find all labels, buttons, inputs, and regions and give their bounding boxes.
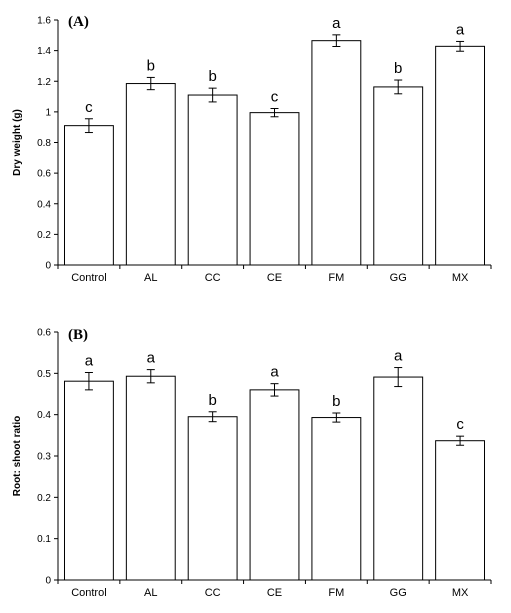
x-tick-label: FM bbox=[328, 587, 344, 599]
significance-letter: a bbox=[147, 350, 156, 367]
y-axis-title: Dry weight (g) bbox=[12, 109, 23, 176]
bar-al bbox=[125, 375, 176, 581]
y-tick-label: 0.6 bbox=[37, 169, 51, 180]
x-tick-label: MX bbox=[452, 587, 469, 599]
x-tick-label: GG bbox=[390, 587, 407, 599]
x-tick-label: AL bbox=[144, 272, 157, 284]
significance-letter: b bbox=[394, 60, 402, 77]
bar-al bbox=[125, 83, 176, 266]
y-tick-label: 0 bbox=[45, 261, 51, 272]
significance-letter: a bbox=[394, 348, 403, 365]
y-axis-title: Root: shoot ratio bbox=[12, 416, 23, 497]
significance-letter: b bbox=[332, 393, 340, 410]
bar-control bbox=[63, 380, 114, 581]
y-tick-label: 0.1 bbox=[37, 534, 51, 545]
bar-ce bbox=[249, 112, 300, 266]
panel-b-root-shoot-ratio-chart: 0 0.1 0.2 0.3 0.4 0.5 0.6 a Control a AL b CC a CE b FM a… bbox=[12, 327, 492, 599]
significance-letter: a bbox=[332, 15, 341, 32]
y-tick-label: 0.4 bbox=[37, 199, 51, 210]
significance-letter: c bbox=[456, 416, 464, 433]
y-tick-label: 0.6 bbox=[37, 328, 51, 339]
x-tick-label: CE bbox=[267, 272, 282, 284]
x-tick-label: CC bbox=[205, 587, 221, 599]
bar-ce bbox=[249, 389, 300, 581]
y-tick-label: 0.2 bbox=[37, 493, 51, 504]
bar-cc bbox=[187, 94, 238, 266]
y-tick-label: 0.2 bbox=[37, 230, 51, 241]
bar-fm bbox=[311, 40, 362, 266]
x-tick-label: AL bbox=[144, 587, 157, 599]
significance-letter: b bbox=[208, 392, 216, 409]
panel-label: (A) bbox=[68, 14, 89, 30]
y-tick-label: 1 bbox=[45, 107, 51, 118]
y-tick-label: 1.6 bbox=[37, 16, 51, 27]
y-tick-label: 0.5 bbox=[37, 369, 51, 380]
panel-a-dry-weight-chart: 0 0.2 0.4 0.6 0.8 1 1.2 1.4 1.6 c Control b AL b CC c CE… bbox=[12, 14, 492, 284]
x-tick-label: GG bbox=[390, 272, 407, 284]
y-tick-label: 1.4 bbox=[37, 46, 51, 57]
y-tick-label: 1.2 bbox=[37, 77, 51, 88]
significance-letter: a bbox=[456, 21, 465, 38]
bar-control bbox=[63, 125, 114, 266]
y-tick-label: 0 bbox=[45, 576, 51, 587]
bar-cc bbox=[187, 416, 238, 581]
significance-letter: c bbox=[85, 99, 93, 116]
bar-gg bbox=[373, 86, 424, 266]
significance-letter: c bbox=[271, 89, 279, 106]
x-tick-label: CC bbox=[205, 272, 221, 284]
x-tick-label: MX bbox=[452, 272, 469, 284]
y-tick-label: 0.3 bbox=[37, 452, 51, 463]
significance-letter: b bbox=[208, 68, 216, 85]
panel-label: (B) bbox=[68, 327, 88, 343]
bar-gg bbox=[373, 376, 424, 581]
bar-mx bbox=[435, 45, 486, 266]
x-tick-label: Control bbox=[71, 272, 106, 284]
x-tick-label: CE bbox=[267, 587, 282, 599]
bar-fm bbox=[311, 417, 362, 581]
significance-letter: a bbox=[270, 364, 279, 381]
significance-letter: a bbox=[85, 353, 94, 370]
bar-mx bbox=[435, 440, 486, 581]
x-tick-label: Control bbox=[71, 587, 106, 599]
y-tick-label: 0.4 bbox=[37, 410, 51, 421]
x-tick-label: FM bbox=[328, 272, 344, 284]
significance-letter: b bbox=[147, 57, 155, 74]
y-tick-label: 0.8 bbox=[37, 138, 51, 149]
